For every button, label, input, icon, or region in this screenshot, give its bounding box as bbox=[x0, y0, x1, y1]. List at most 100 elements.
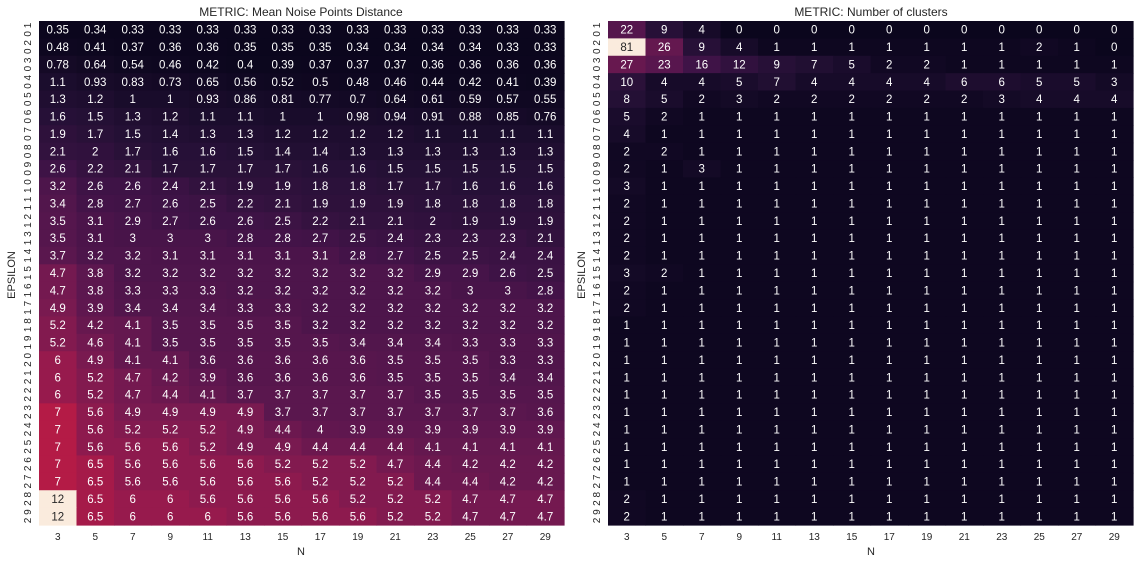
y-tick-label: 0 6 bbox=[23, 109, 34, 123]
cell-value-label: 1 bbox=[886, 459, 892, 471]
heatmap-cell bbox=[189, 160, 228, 179]
cell-value-label: 2.5 bbox=[537, 268, 553, 280]
cell-value-label: 1 bbox=[1074, 477, 1080, 489]
heatmap-cell bbox=[1020, 125, 1059, 144]
cell-value-label: 4.9 bbox=[162, 407, 178, 419]
heatmap-cell bbox=[945, 385, 984, 404]
cell-value-label: 1 bbox=[924, 285, 930, 297]
heatmap-cell bbox=[39, 368, 78, 387]
cell-value-label: 1 bbox=[961, 42, 967, 54]
cell-value-label: 2.7 bbox=[387, 251, 403, 263]
cell-value-label: 1 bbox=[849, 268, 855, 280]
cell-value-label: 4 bbox=[1074, 94, 1081, 106]
heatmap-cell bbox=[414, 21, 453, 39]
heatmap-cell bbox=[645, 160, 684, 179]
heatmap-cell bbox=[758, 160, 797, 179]
cell-value-label: 0.44 bbox=[422, 77, 445, 89]
cell-value-label: 3.2 bbox=[350, 320, 366, 332]
heatmap-cell bbox=[833, 455, 872, 474]
heatmap-cell bbox=[489, 438, 528, 457]
cell-value-label: 1 bbox=[849, 494, 855, 506]
heatmap-cell bbox=[720, 351, 759, 370]
heatmap-cell bbox=[1020, 385, 1059, 404]
heatmap-cell bbox=[720, 385, 759, 404]
heatmap-cell bbox=[376, 264, 415, 283]
heatmap-cell bbox=[226, 142, 265, 161]
x-tick-label: 11 bbox=[772, 532, 783, 543]
cell-value-label: 0.33 bbox=[459, 25, 481, 37]
heatmap-cell bbox=[76, 403, 115, 422]
heatmap-cell bbox=[983, 21, 1022, 39]
heatmap-cell bbox=[758, 246, 797, 265]
heatmap-cell bbox=[39, 264, 78, 283]
heatmap-cell bbox=[983, 455, 1022, 474]
cell-value-label: 5.2 bbox=[387, 477, 403, 489]
cell-value-label: 0 bbox=[736, 25, 742, 37]
cell-value-label: 1 bbox=[661, 407, 667, 419]
cell-value-label: 1.6 bbox=[350, 164, 366, 176]
cell-value-label: 1 bbox=[961, 216, 967, 228]
heatmap-cell bbox=[720, 125, 759, 144]
heatmap-cell bbox=[1058, 107, 1097, 126]
heatmap-cell bbox=[39, 438, 78, 457]
cell-value-label: 3.5 bbox=[50, 216, 66, 228]
heatmap-cell bbox=[301, 212, 340, 231]
cell-value-label: 4 bbox=[811, 77, 818, 89]
heatmap-cell bbox=[758, 403, 797, 422]
heatmap-cell bbox=[983, 316, 1022, 335]
cell-value-label: 3.2 bbox=[237, 285, 253, 297]
heatmap-cell bbox=[189, 90, 228, 109]
heatmap-cell bbox=[76, 507, 115, 526]
heatmap-cell bbox=[339, 403, 378, 422]
cell-value-label: 1 bbox=[849, 390, 855, 402]
heatmap-cell bbox=[945, 351, 984, 370]
cell-value-label: 3.7 bbox=[387, 390, 403, 402]
heatmap-cell bbox=[645, 55, 684, 74]
cell-value-label: 1.9 bbox=[537, 216, 553, 228]
cell-value-label: 1 bbox=[924, 164, 930, 176]
heatmap-cell bbox=[608, 385, 647, 404]
heatmap-cell bbox=[683, 160, 722, 179]
heatmap-cell bbox=[114, 472, 153, 491]
heatmap-cell bbox=[1058, 142, 1097, 161]
heatmap-cell bbox=[1020, 281, 1059, 300]
cell-value-label: 1.8 bbox=[500, 198, 516, 210]
heatmap-cell bbox=[1058, 90, 1097, 109]
cell-value-label: 3.1 bbox=[87, 216, 103, 228]
heatmap-cell bbox=[151, 455, 190, 474]
heatmap-cell bbox=[264, 420, 303, 439]
cell-value-label: 3.5 bbox=[200, 320, 216, 332]
y-tick-label: 2 4 bbox=[592, 422, 603, 436]
cell-value-label: 2 bbox=[661, 112, 667, 124]
cell-value-label: 1 bbox=[1074, 442, 1080, 454]
cell-value-label: 3.6 bbox=[275, 355, 291, 367]
cell-value-label: 3 bbox=[130, 233, 136, 245]
heatmap-cell bbox=[645, 316, 684, 335]
cell-value-label: 5.2 bbox=[312, 459, 328, 471]
cell-value-label: 1 bbox=[961, 390, 967, 402]
cell-value-label: 1 bbox=[774, 303, 780, 315]
cell-value-label: 0.98 bbox=[347, 112, 369, 124]
heatmap-cell bbox=[226, 212, 265, 231]
y-tick-label: 2 9 bbox=[23, 509, 34, 523]
heatmap-cell bbox=[720, 55, 759, 74]
cell-value-label: 5.6 bbox=[125, 459, 141, 471]
cell-value-label: 1.9 bbox=[312, 198, 328, 210]
cell-value-label: 5.6 bbox=[200, 477, 216, 489]
cell-value-label: 3.2 bbox=[387, 303, 403, 315]
cell-value-label: 12 bbox=[733, 59, 746, 71]
cell-value-label: 2 bbox=[961, 94, 967, 106]
heatmap-cell bbox=[264, 472, 303, 491]
heatmap-cell bbox=[114, 21, 153, 39]
cell-value-label: 1 bbox=[924, 181, 930, 193]
heatmap-cell bbox=[758, 90, 797, 109]
cell-value-label: 0.36 bbox=[422, 59, 444, 71]
heatmap-cell bbox=[983, 299, 1022, 318]
x-tick-label: 15 bbox=[846, 532, 858, 543]
heatmap-cell bbox=[608, 229, 647, 248]
cell-value-label: 3.5 bbox=[537, 390, 553, 402]
cell-value-label: 1.8 bbox=[425, 198, 441, 210]
cell-value-label: 4.4 bbox=[387, 442, 404, 454]
cell-value-label: 2.4 bbox=[537, 251, 554, 263]
heatmap-cell bbox=[1020, 490, 1059, 509]
